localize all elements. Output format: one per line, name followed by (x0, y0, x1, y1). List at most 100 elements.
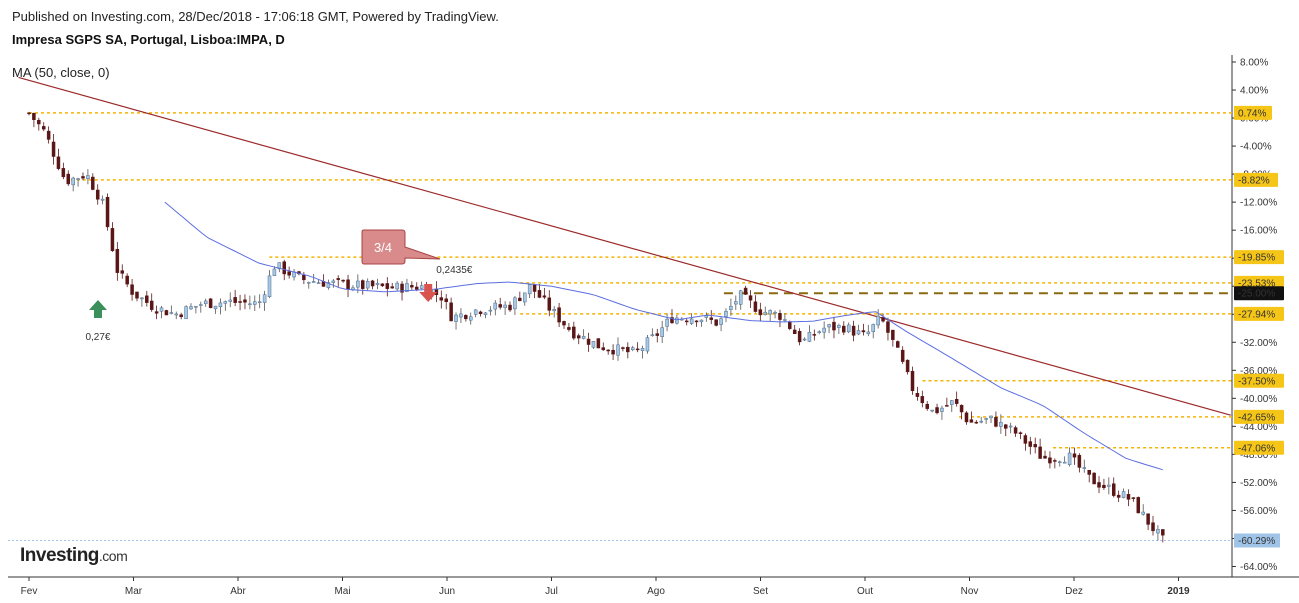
candle-body (331, 280, 336, 283)
candle-body (218, 302, 223, 308)
candle-body (174, 313, 178, 316)
candle-body (783, 319, 787, 321)
candle-body (341, 279, 345, 282)
candle-body (778, 313, 782, 320)
candle-body (753, 301, 758, 312)
candle-body (881, 317, 885, 322)
candle-body (1161, 529, 1165, 536)
candle-body (1072, 453, 1077, 458)
candle-body (940, 407, 944, 412)
candle-body (419, 285, 424, 289)
candle-body (203, 300, 208, 305)
candle-body (572, 326, 576, 339)
candle-body (223, 301, 228, 304)
y-tick-label: 4.00% (1240, 86, 1268, 97)
x-tick-label: Set (753, 586, 768, 597)
candle-body (140, 297, 144, 300)
candle-body (591, 341, 596, 348)
candle-body (86, 175, 90, 180)
candle-body (621, 347, 625, 349)
candle-body (370, 280, 375, 287)
candle-body (581, 336, 586, 339)
candle-body (1033, 444, 1037, 448)
candle-body (974, 421, 979, 424)
candle-body (262, 294, 267, 303)
candle-body (346, 279, 350, 290)
candle-body (469, 316, 473, 321)
candle-body (248, 303, 252, 306)
candle-body (886, 321, 890, 333)
candle-body (714, 319, 718, 326)
candle-body (27, 112, 31, 115)
candle-body (547, 297, 552, 311)
sell-arrow-icon (419, 284, 438, 302)
x-tick-label: Abr (230, 586, 246, 597)
candle-body (527, 284, 532, 295)
candle-body (846, 324, 851, 333)
candle-body (405, 283, 409, 292)
candle-body (66, 173, 71, 185)
candle-body (709, 317, 714, 320)
candle-body (596, 338, 601, 349)
candle-body (76, 178, 80, 180)
candle-body (287, 271, 291, 276)
level-label: 0.74% (1238, 108, 1266, 119)
candle-body (891, 329, 895, 340)
candle-body (670, 317, 674, 324)
candle-body (228, 299, 232, 302)
candle-body (164, 310, 169, 316)
candle-body (61, 168, 66, 178)
candle-body (1028, 441, 1033, 447)
candle-body (498, 304, 502, 308)
y-tick-label: -44.00% (1240, 422, 1277, 433)
candle-body (522, 292, 527, 303)
candle-body (316, 282, 321, 284)
candle-body (37, 119, 41, 125)
candle-body (336, 278, 340, 280)
candle-body (954, 399, 959, 404)
candle-body (395, 282, 399, 290)
candle-body (91, 176, 95, 190)
candle-body (307, 281, 311, 284)
candle-body (896, 341, 900, 348)
x-tick-label: Jun (439, 586, 455, 597)
investing-logo: Investing.com (20, 545, 128, 566)
candle-body (616, 344, 620, 356)
buy-arrow-icon (88, 300, 107, 318)
candle-body (984, 418, 988, 420)
candle-body (1151, 522, 1155, 532)
level-label-bg (1234, 306, 1284, 321)
candle-body (743, 287, 748, 295)
candle-body (792, 329, 797, 334)
candle-body (586, 338, 591, 345)
candle-body (606, 349, 610, 352)
candle-body (542, 295, 547, 298)
candle-body (532, 284, 537, 292)
candle-body (601, 347, 606, 351)
candle-body (483, 312, 488, 315)
candle-body (1018, 432, 1023, 434)
level-label-bg (1234, 409, 1284, 424)
y-tick-label: -56.00% (1240, 506, 1277, 517)
candle-body (51, 141, 56, 157)
x-tick-label: Dez (1065, 586, 1083, 597)
candle-body (135, 291, 139, 299)
candle-body (449, 302, 453, 322)
y-tick-label: -32.00% (1240, 338, 1277, 349)
candle-body (1156, 528, 1160, 534)
candle-body (302, 275, 306, 281)
y-tick-label: 8.00% (1240, 58, 1268, 69)
level-label: -25.00% (1238, 289, 1275, 300)
candle-body (311, 281, 316, 283)
candle-body (1131, 497, 1136, 499)
candle-body (253, 301, 257, 305)
candle-body (1092, 472, 1096, 485)
buy-price-label: 0,27€ (85, 332, 110, 343)
candle-body (95, 189, 100, 200)
candle-body (822, 327, 826, 333)
candle-body (562, 321, 566, 326)
y-tick-label: -12.00% (1240, 198, 1277, 209)
candle-body (994, 417, 998, 427)
candle-body (630, 347, 635, 350)
candle-body (130, 284, 134, 295)
